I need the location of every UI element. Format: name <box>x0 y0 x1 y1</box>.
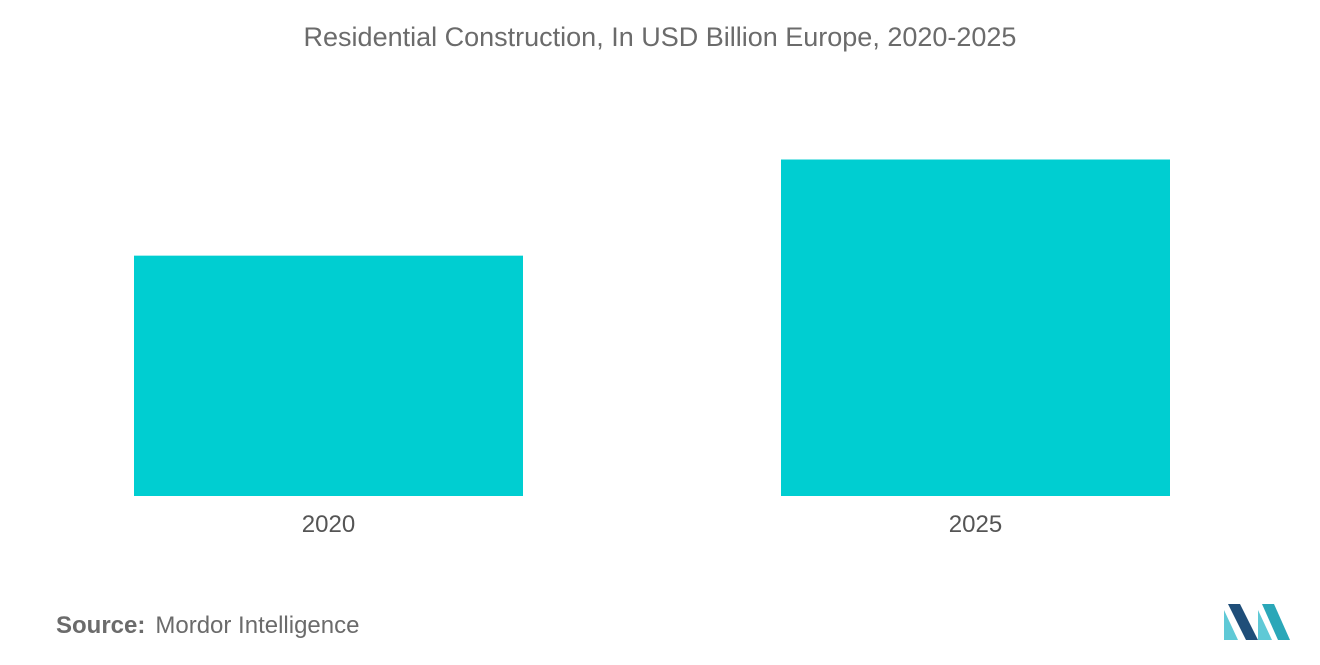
source-value: Mordor Intelligence <box>155 612 360 639</box>
chart-title: Residential Construction, In USD Billion… <box>303 22 1017 52</box>
bar-2020 <box>134 255 523 496</box>
x-tick-label-2025: 2025 <box>949 511 1002 538</box>
mordor-intelligence-logo-icon <box>1224 604 1290 640</box>
bar-2025 <box>781 159 1170 496</box>
source-note: Source: Mordor Intelligence <box>56 612 359 640</box>
x-tick-label-2020: 2020 <box>302 511 355 538</box>
source-label: Source: <box>56 612 146 639</box>
